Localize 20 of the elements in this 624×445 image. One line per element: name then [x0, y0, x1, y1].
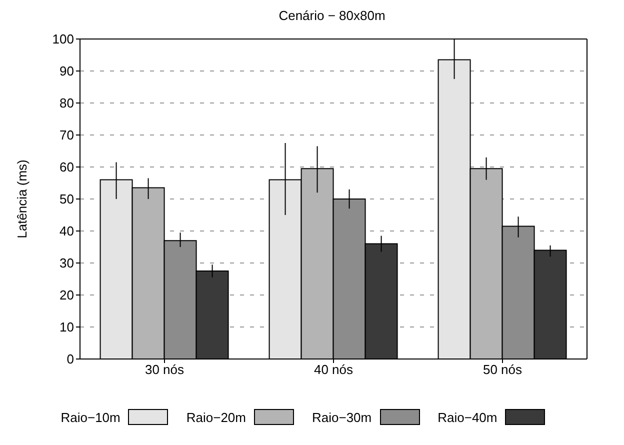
y-axis-title: Latência (ms): [14, 160, 30, 238]
legend-label: Raio−40m: [438, 410, 498, 424]
y-tick-label: 100: [52, 32, 74, 47]
y-tick-label: 60: [60, 160, 74, 175]
y-tick-label: 30: [60, 256, 74, 271]
y-tick-label: 90: [60, 64, 74, 79]
legend-label: Raio−30m: [312, 410, 372, 424]
y-tick-label: 20: [60, 288, 74, 303]
y-tick-label: 10: [60, 320, 74, 335]
y-tick-label: 70: [60, 128, 74, 143]
y-tick-label: 80: [60, 96, 74, 111]
x-tick-label: 30 nós: [144, 362, 185, 378]
chart-title: Cenário − 80x80m: [278, 8, 386, 25]
y-tick-label: 0: [66, 352, 74, 367]
y-tick-label: 50: [60, 192, 74, 207]
x-tick-label: 40 nós: [314, 362, 354, 378]
legend-label: Raio−10m: [60, 410, 120, 424]
y-tick-label: 40: [60, 224, 74, 239]
x-tick-label: 50 nós: [482, 362, 523, 378]
legend-label: Raio−20m: [186, 410, 246, 424]
